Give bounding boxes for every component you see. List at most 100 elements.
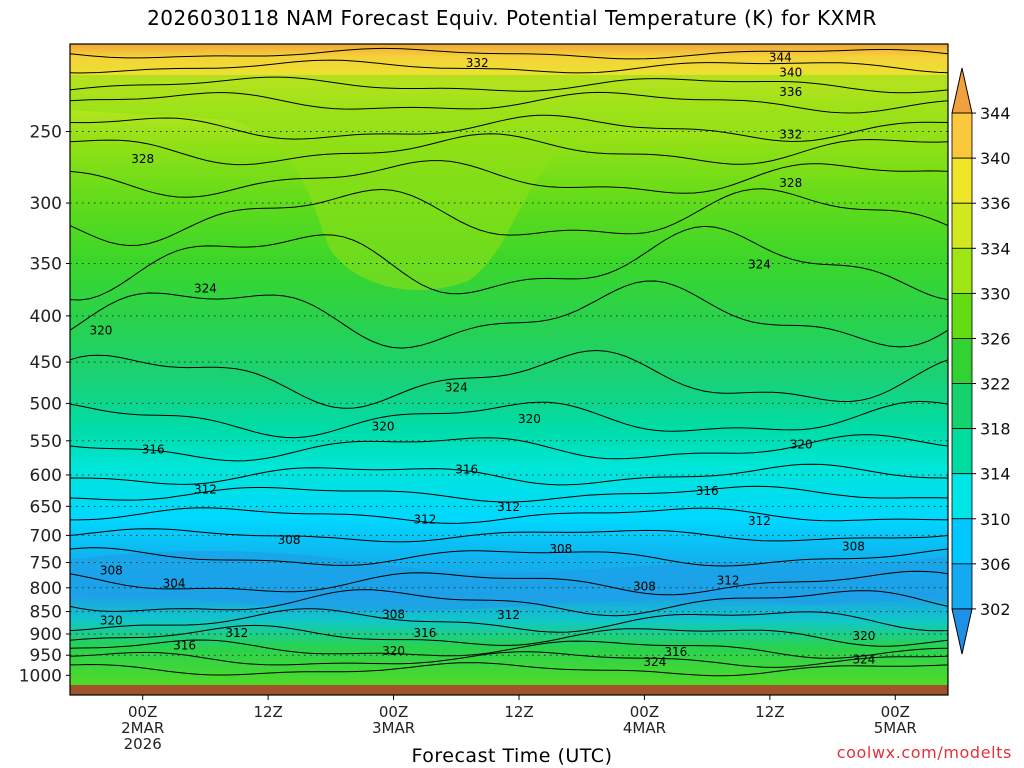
x-tick-label: 12Z [755, 703, 784, 721]
colorbar-segment [951, 428, 973, 475]
colorbar-tick-label: 340 [980, 149, 1011, 168]
colorbar-segment [951, 202, 973, 249]
y-tick-label: 550 [30, 432, 62, 452]
x-tick-label: 2MAR [121, 719, 164, 737]
colorbar-segment [951, 157, 973, 204]
ground-strip [70, 685, 948, 695]
colorbar-segment [951, 473, 973, 520]
contour-label: 324 [194, 281, 217, 295]
contour-label: 324 [643, 655, 666, 669]
contour-label: 312 [497, 608, 520, 622]
contour-label: 316 [173, 639, 196, 653]
contour-label: 308 [382, 607, 405, 621]
contour-label: 312 [225, 626, 248, 640]
y-tick-label: 350 [30, 255, 62, 275]
y-tick-label: 650 [30, 497, 62, 517]
y-tick-label: 700 [30, 526, 62, 546]
x-tick-label: 00Z [128, 703, 157, 721]
x-tick-label: 00Z [630, 703, 659, 721]
contour-label: 320 [852, 629, 875, 643]
y-tick-label: 450 [30, 353, 62, 373]
y-tick-label: 600 [30, 466, 62, 486]
contour-label: 316 [455, 463, 478, 477]
contour-label: 312 [497, 500, 520, 514]
contour-label: 320 [89, 323, 112, 337]
contour-label: 320 [382, 644, 405, 658]
colorbar-tick-label: 314 [980, 465, 1011, 484]
contour-label: 320 [100, 614, 123, 628]
colorbar-tick-label: 326 [980, 329, 1011, 348]
x-tick-label: 12Z [253, 703, 282, 721]
y-tick-label: 250 [30, 123, 62, 143]
colorbar-segment [951, 338, 973, 384]
colorbar-segment [951, 383, 973, 430]
contour-line [69, 91, 949, 114]
x-tick-label: 2026 [124, 735, 162, 753]
contour-line [69, 662, 949, 677]
y-tick-label: 850 [30, 603, 62, 623]
contour-line [69, 400, 949, 439]
contour-label: 332 [466, 56, 489, 70]
x-tick-label: 00Z [881, 703, 910, 721]
contour-line [69, 225, 949, 301]
contour-line [69, 589, 949, 617]
contour-label: 312 [748, 514, 771, 528]
contour-label: 308 [100, 564, 123, 578]
contour-line [70, 463, 949, 486]
contour-line [69, 188, 949, 247]
y-tick-label: 400 [30, 307, 62, 327]
contour-label: 324 [748, 258, 771, 272]
contour-line [69, 114, 949, 143]
contour-line [69, 624, 949, 647]
contour-line [70, 507, 949, 524]
colorbar-segment [951, 292, 973, 339]
contour-line [69, 570, 949, 596]
contour-label: 308 [633, 579, 656, 593]
colorbar-tick-label: 310 [980, 510, 1011, 529]
contour-label: 308 [278, 533, 301, 547]
contour-label: 304 [163, 576, 186, 590]
colorbar-segment [951, 112, 973, 159]
contour-line [69, 349, 949, 409]
x-tick-label: 3MAR [372, 719, 415, 737]
colorbar-segment [951, 518, 973, 565]
x-tick-label: 4MAR [623, 719, 666, 737]
contour-label: 316 [696, 484, 719, 498]
contour-label: 316 [664, 645, 687, 659]
y-tick-label: 1000 [19, 666, 62, 686]
contour-label: 324 [445, 380, 468, 394]
contour-line [69, 160, 949, 198]
contour-line [69, 47, 949, 60]
contour-line [69, 639, 949, 659]
x-tick-label: 5MAR [874, 719, 917, 737]
contour-line [69, 133, 949, 166]
y-tick-label: 950 [30, 646, 62, 666]
contour-line [69, 76, 949, 94]
y-tick-label: 750 [30, 553, 62, 573]
contour-label: 312 [413, 512, 436, 526]
source-credit: coolwx.com/modelts [836, 743, 1012, 762]
colorbar-segment [951, 67, 973, 114]
contour-line [69, 528, 949, 543]
y-tick-label: 500 [30, 394, 62, 414]
contour-line [69, 651, 949, 668]
x-axis-title: Forecast Time (UTC) [411, 745, 613, 767]
contour-label: 320 [372, 419, 395, 433]
plot-frame [69, 43, 949, 696]
contour-label: 328 [131, 152, 154, 166]
colorbar-tick-label: 334 [980, 239, 1011, 258]
contour-label: 312 [194, 483, 217, 497]
contour-line [69, 434, 949, 462]
colorbar-tick-label: 330 [980, 284, 1011, 303]
contour-label: 320 [518, 412, 541, 426]
contour-line [69, 547, 949, 567]
colorbar-tick-label: 322 [980, 375, 1011, 394]
contour-label: 344 [769, 50, 792, 64]
x-tick-label: 00Z [379, 703, 408, 721]
contour-label: 324 [852, 652, 875, 666]
contour-label: 308 [549, 542, 572, 556]
colorbar-segment [951, 247, 973, 294]
